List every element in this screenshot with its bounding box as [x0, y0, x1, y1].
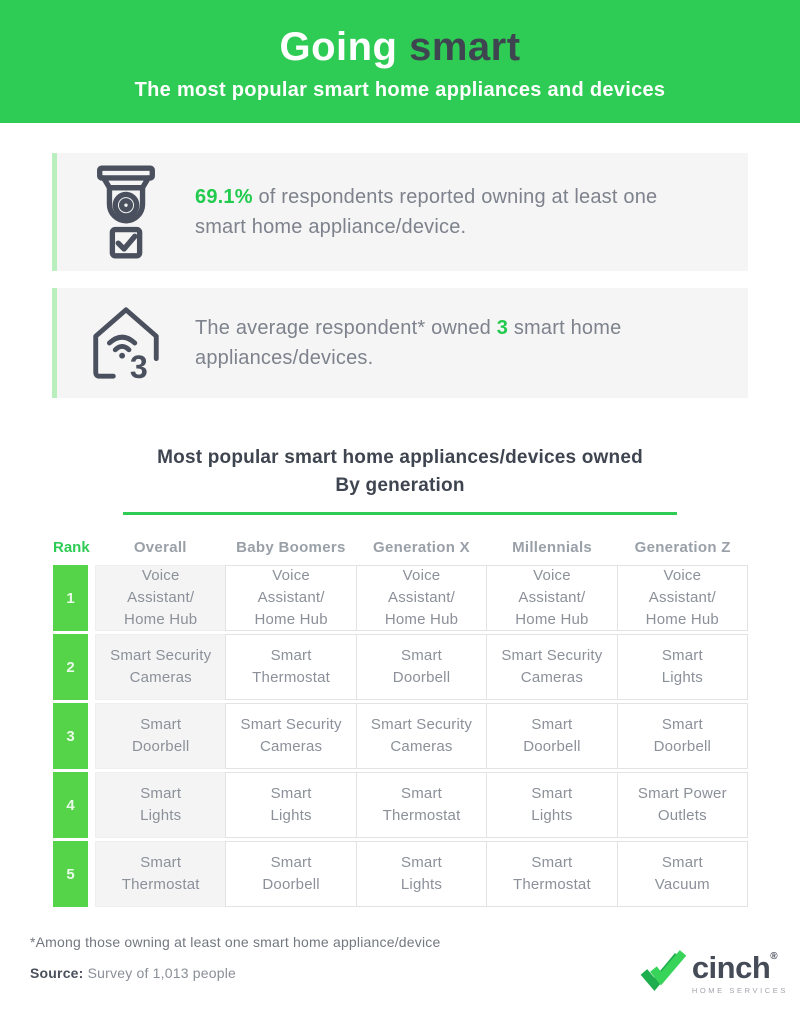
row-cells: Smart Lights Smart Lights Smart Thermost… — [95, 772, 749, 839]
stat-prefix: The average respondent* owned — [195, 317, 497, 339]
table-row: 2 Smart Security Cameras Smart Thermosta… — [53, 634, 749, 701]
generation-table: Rank Overall Baby Boomers Generation X M… — [53, 539, 749, 908]
table-cell: Smart Lights — [95, 772, 227, 839]
table-cell: Smart Thermostat — [355, 772, 488, 839]
table-cell: Voice Assistant/ Home Hub — [225, 565, 357, 632]
table-title: Most popular smart home appliances/devic… — [0, 444, 800, 499]
table-row: 1 Voice Assistant/ Home Hub Voice Assist… — [53, 565, 749, 632]
table-cell: Voice Assistant/ Home Hub — [616, 565, 749, 632]
page-subtitle: The most popular smart home appliances a… — [134, 79, 666, 101]
header-cells: Overall Baby Boomers Generation X Millen… — [95, 539, 748, 556]
rank-cell: 2 — [53, 634, 88, 701]
stat-text-ownership: 69.1% of respondents reported owning at … — [195, 182, 748, 242]
column-header-baby-boomers: Baby Boomers — [236, 539, 346, 557]
row-cells: Voice Assistant/ Home Hub Voice Assistan… — [95, 565, 749, 632]
logo-checkmark-icon — [640, 949, 686, 991]
column-header-rank: Rank — [53, 539, 90, 557]
table-cell: Voice Assistant/ Home Hub — [95, 565, 227, 632]
table-cell: Smart Vacuum — [616, 841, 749, 908]
table-title-line2: By generation — [335, 474, 465, 496]
header-banner: Going smart The most popular smart home … — [0, 0, 800, 123]
table-cell: Smart Lights — [355, 841, 488, 908]
table-row: 3 Smart Doorbell Smart Security Cameras … — [53, 703, 749, 770]
table-cell: Smart Security Cameras — [95, 634, 227, 701]
source-value: Survey of 1,013 people — [87, 965, 237, 982]
rank-cell: 1 — [53, 565, 88, 632]
table-cell: Smart Doorbell — [225, 841, 357, 908]
table-header-row: Rank Overall Baby Boomers Generation X M… — [53, 539, 748, 556]
column-header-generation-x: Generation X — [373, 539, 470, 557]
brand-name: cinch® — [691, 950, 788, 985]
table-cell: Smart Lights — [616, 634, 749, 701]
table-cell: Smart Thermostat — [95, 841, 227, 908]
smart-home-icon: 3 — [57, 301, 195, 385]
table-cell: Smart Security Cameras — [355, 703, 488, 770]
security-camera-icon — [57, 163, 195, 261]
table-cell: Smart Doorbell — [95, 703, 227, 770]
table-cell: Voice Assistant/ Home Hub — [486, 565, 618, 632]
cinch-logo: cinch® HOME SERVICES — [640, 949, 788, 996]
table-cell: Smart Lights — [225, 772, 357, 839]
rank-cell: 4 — [53, 772, 88, 839]
stat-value-percent: 69.1% — [195, 186, 253, 208]
table-title-line1: Most popular smart home appliances/devic… — [157, 447, 643, 468]
footer: *Among those owning at least one smart h… — [0, 934, 800, 995]
rank-cell: 5 — [53, 841, 88, 908]
column-header-generation-z: Generation Z — [634, 539, 731, 557]
table-cell: Smart Doorbell — [616, 703, 749, 770]
table-cell: Smart Thermostat — [225, 634, 357, 701]
brand-wordmark: cinch — [691, 950, 771, 985]
title-dark: smart — [397, 25, 521, 69]
footnote: *Among those owning at least one smart h… — [30, 934, 441, 951]
row-cells: Smart Security Cameras Smart Thermostat … — [95, 634, 749, 701]
table-cell: Smart Power Outlets — [616, 772, 749, 839]
rank-cell: 3 — [53, 703, 88, 770]
table-cell: Smart Lights — [486, 772, 618, 839]
stat-box-average: 3 The average respondent* owned 3 smart … — [52, 288, 748, 398]
table-cell: Smart Security Cameras — [486, 634, 618, 701]
stat-value-count: 3 — [496, 317, 509, 339]
title-underline — [123, 512, 677, 516]
registered-mark: ® — [770, 951, 778, 962]
stat-description: smart home appliances/devices. — [195, 317, 622, 369]
stat-description: of respondents reported owning at least … — [195, 186, 658, 238]
table-row: 4 Smart Lights Smart Lights Smart Thermo… — [53, 772, 749, 839]
table-cell: Smart Thermostat — [486, 841, 618, 908]
table-section: Most popular smart home appliances/devic… — [0, 444, 800, 908]
row-cells: Smart Doorbell Smart Security Cameras Sm… — [95, 703, 749, 770]
source-label: Source: — [30, 965, 84, 982]
stat-text-average: The average respondent* owned 3 smart ho… — [195, 313, 748, 373]
row-cells: Smart Thermostat Smart Doorbell Smart Li… — [95, 841, 749, 908]
column-header-overall: Overall — [133, 539, 187, 557]
table-cell: Smart Doorbell — [486, 703, 618, 770]
title-accent: Going — [279, 25, 398, 69]
page-title: Going smart — [0, 25, 800, 70]
column-header-millennials: Millennials — [512, 539, 593, 557]
table-row: 5 Smart Thermostat Smart Doorbell Smart … — [53, 841, 749, 908]
brand-tagline: HOME SERVICES — [691, 986, 788, 995]
svg-text:3: 3 — [130, 349, 148, 385]
source-line: Source: Survey of 1,013 people — [30, 965, 800, 981]
stat-box-ownership: 69.1% of respondents reported owning at … — [52, 153, 748, 271]
table-cell: Smart Security Cameras — [225, 703, 357, 770]
table-cell: Smart Doorbell — [355, 634, 488, 701]
table-cell: Voice Assistant/ Home Hub — [355, 565, 488, 632]
logo-text: cinch® HOME SERVICES — [691, 950, 788, 996]
